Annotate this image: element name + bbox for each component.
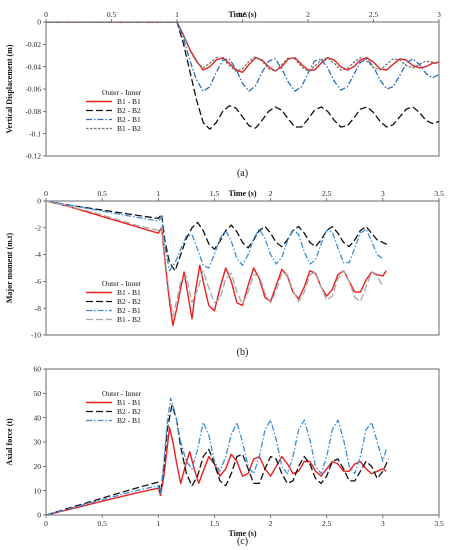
series-line-b2-b1	[46, 201, 384, 272]
y-tick-label: 50	[34, 389, 42, 398]
chart-panel-1: 0 0.5 1 1.5 2 2.5 3 Time (s) 0 -0.02 -0.04 -0.06 -0.…	[5, 10, 441, 179]
y-tick-label: 60	[34, 365, 42, 374]
x-tick-label: 3	[381, 189, 385, 198]
series-line-b2-b1	[46, 22, 439, 92]
x-tick-label: 3.5	[434, 519, 444, 528]
x-tick-label: 1	[156, 189, 160, 198]
y-tick-label: 0	[37, 511, 41, 520]
series-line-b1-b2	[46, 201, 384, 317]
legend-title: Outer - Inner	[102, 389, 142, 398]
series-line-b2-b1	[46, 397, 387, 515]
x-axis-title: Time (s)	[228, 189, 256, 198]
y-tick-label: -0.12	[25, 152, 41, 161]
chart-panel-2: 0 0.5 1 1.5 2 2.5 3 3.5 Time (s) 0 -2 -4 -6 -8 -10 Majo…	[5, 189, 444, 358]
panel-label: (c)	[237, 536, 248, 547]
series-group	[46, 397, 390, 515]
series-line-b1-b1	[46, 22, 439, 73]
x-tick-label: 2	[269, 519, 273, 528]
x-tick-label: 3	[437, 10, 441, 19]
series-line-b2-b2	[46, 22, 439, 130]
x-tick-label: 2	[269, 189, 273, 198]
legend-entry: B2 - B2	[117, 297, 141, 306]
y-axis-title: Axial force (t)	[5, 418, 14, 466]
x-axis-title: Time (s)	[228, 10, 256, 19]
x-axis-title: Time (s)	[228, 529, 256, 538]
x-tick-label: 2	[306, 10, 310, 19]
y-tick-label: -6	[35, 277, 41, 286]
series-group	[46, 22, 439, 130]
legend-entry: B1 - B2	[117, 315, 141, 324]
y-tick-label: -0.02	[25, 40, 41, 49]
legend-entry: B1 - B2	[117, 124, 141, 133]
legend-entry: B2 - B1	[117, 115, 141, 124]
series-line-b1-b2	[46, 22, 439, 72]
legend-title: Outer - Inner	[102, 279, 142, 288]
chart-panel-3: 0 0.5 1 1.5 2 2.5 3 3.5 Time (s) 0 10 20 30 40 50 60 Axi…	[5, 365, 444, 547]
y-tick-label: -0.08	[25, 107, 41, 116]
series-line-b1-b1	[46, 201, 387, 327]
x-tick-label: 1	[175, 10, 179, 19]
y-tick-label: -0.06	[25, 85, 41, 94]
panel-label: (b)	[237, 347, 249, 358]
y-tick-label: 30	[34, 438, 42, 447]
x-tick-label: 2.5	[322, 519, 332, 528]
x-tick-label: 0.5	[97, 189, 107, 198]
y-tick-label: -10	[31, 331, 41, 340]
y-tick-label: 40	[34, 413, 42, 422]
legend-entry: B1 - B1	[117, 398, 141, 407]
plot-frame	[45, 200, 440, 336]
x-tick-label: 0	[44, 519, 48, 528]
y-tick-label: 0	[37, 197, 41, 206]
y-tick-label: 20	[34, 462, 42, 471]
x-tick-label: 3.5	[434, 189, 444, 198]
x-tick-label: 1.5	[238, 10, 248, 19]
legend-entry: B2 - B2	[117, 106, 141, 115]
x-tick-label: 0.5	[107, 10, 117, 19]
x-tick-label: 1.5	[210, 519, 220, 528]
y-tick-label: -0.1	[29, 129, 41, 138]
legend-title: Outer - Inner	[102, 88, 142, 97]
legend-entry: B2 - B2	[117, 407, 141, 416]
x-tick-label: 0	[44, 10, 48, 19]
legend-entry: B2 - B1	[117, 416, 141, 425]
x-tick-label: 2.5	[322, 189, 332, 198]
series-group	[46, 201, 389, 327]
y-tick-label: -4	[35, 250, 41, 259]
y-axis-title: Vertical Displacement (m)	[5, 44, 14, 133]
x-tick-label: 0	[44, 189, 48, 198]
panel-label: (a)	[237, 168, 248, 179]
legend-entry: B1 - B1	[117, 97, 141, 106]
y-tick-label: -8	[35, 304, 41, 313]
series-line-b1-b1	[46, 426, 387, 515]
legend-entry: B2 - B1	[117, 306, 141, 315]
y-tick-label: 0	[37, 18, 41, 27]
legend-entry: B1 - B1	[117, 288, 141, 297]
y-axis-title: Major moment (m.t)	[5, 233, 14, 304]
y-tick-label: -2	[35, 223, 41, 232]
series-line-b2-b2	[46, 201, 389, 272]
y-tick-label: -0.04	[25, 62, 41, 71]
x-tick-label: 2.5	[369, 10, 379, 19]
x-tick-label: 3	[381, 519, 385, 528]
y-tick-label: 10	[34, 486, 42, 495]
x-tick-label: 0.5	[97, 519, 107, 528]
x-tick-label: 1	[156, 519, 160, 528]
x-tick-label: 1.5	[210, 189, 220, 198]
